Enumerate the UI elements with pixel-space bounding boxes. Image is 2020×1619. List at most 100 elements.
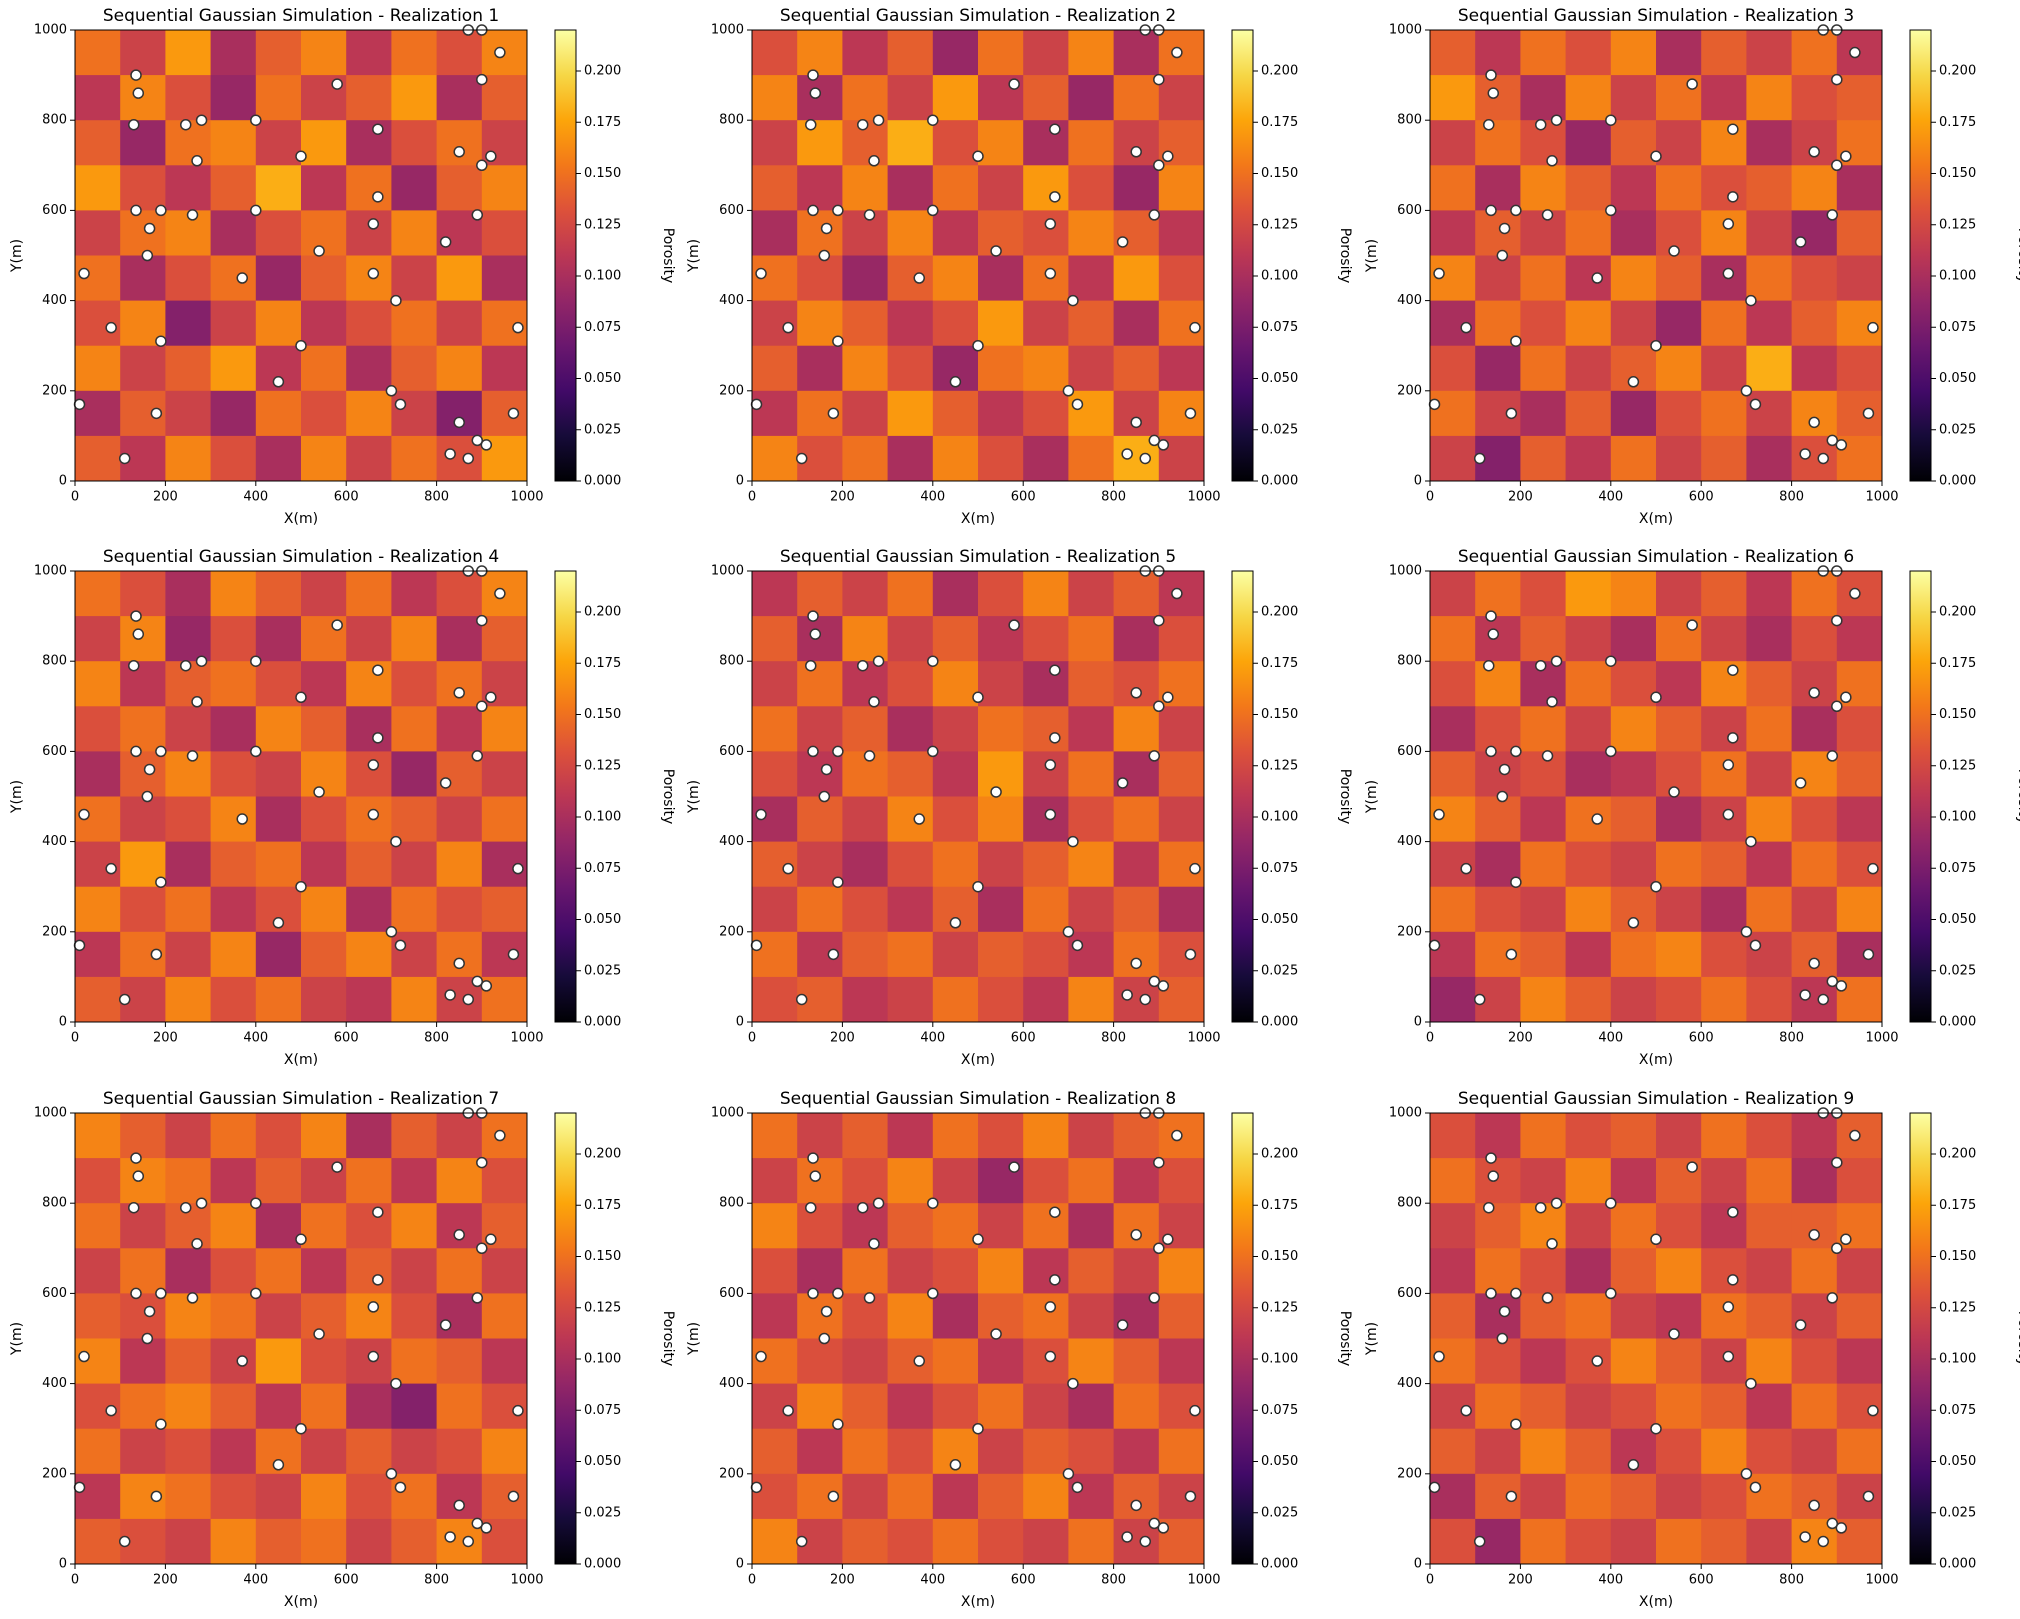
chart-title: Sequential Gaussian Simulation - Realiza… bbox=[780, 6, 1176, 26]
heat-cell bbox=[932, 661, 979, 707]
heat-cell bbox=[1836, 1248, 1883, 1294]
heat-cell bbox=[1656, 1428, 1702, 1475]
heat-cell bbox=[1430, 1473, 1476, 1520]
heat-cell bbox=[1520, 1473, 1567, 1520]
heat-cell bbox=[1520, 1248, 1567, 1294]
heat-cell bbox=[1565, 1518, 1612, 1565]
colorbar-tick-label: 0.050 bbox=[584, 912, 621, 927]
well-point bbox=[1485, 610, 1497, 622]
heat-cell bbox=[1565, 1203, 1612, 1249]
heat-cell bbox=[1068, 1113, 1115, 1159]
well-point bbox=[1862, 948, 1875, 961]
heat-cell bbox=[165, 841, 212, 888]
well-point bbox=[507, 1490, 520, 1503]
heat-cell bbox=[752, 435, 798, 482]
heat-cell bbox=[1475, 1293, 1521, 1339]
heat-cell bbox=[1565, 30, 1612, 76]
heat-cell bbox=[797, 255, 843, 302]
heat-cell bbox=[481, 931, 528, 978]
heat-cell bbox=[932, 165, 979, 211]
colorbar-tick-label: 0.200 bbox=[1939, 1147, 1976, 1162]
heat-cell bbox=[210, 706, 257, 752]
heat-cell bbox=[1113, 1428, 1160, 1475]
y-tick-label: 200 bbox=[1397, 383, 1422, 398]
well-point bbox=[820, 763, 833, 776]
heat-cell bbox=[1023, 1158, 1069, 1204]
heat-cell bbox=[1113, 1203, 1160, 1249]
heat-cell bbox=[887, 120, 934, 166]
colorbar-tick-label: 0.025 bbox=[584, 963, 621, 978]
heat-cell bbox=[481, 1473, 528, 1520]
heat-cell bbox=[752, 931, 798, 978]
heat-cell bbox=[1023, 165, 1069, 211]
well-point bbox=[818, 249, 831, 262]
heat-cell bbox=[1656, 1383, 1702, 1430]
heat-cell bbox=[210, 1428, 257, 1475]
heat-cell bbox=[1023, 1203, 1069, 1249]
y-tick-label: 600 bbox=[1397, 1286, 1422, 1301]
well-point bbox=[1727, 1206, 1739, 1218]
well-point bbox=[1862, 407, 1875, 420]
heat-cell bbox=[301, 435, 347, 482]
well-point bbox=[179, 118, 192, 131]
heat-cell bbox=[1791, 1383, 1838, 1430]
heat-cell bbox=[75, 1158, 121, 1204]
heat-cell bbox=[1113, 300, 1160, 347]
heat-cell bbox=[75, 435, 121, 482]
heat-cell bbox=[887, 300, 934, 347]
heat-cell bbox=[1610, 120, 1657, 166]
well-point bbox=[1044, 1301, 1057, 1313]
heat-cell bbox=[165, 796, 212, 843]
y-axis-label: Y(m) bbox=[686, 780, 702, 814]
heat-cell bbox=[887, 571, 934, 617]
heat-cell bbox=[1565, 1113, 1612, 1159]
well-point bbox=[476, 159, 488, 172]
chart-title: Sequential Gaussian Simulation - Realiza… bbox=[780, 547, 1176, 567]
well-point bbox=[755, 1350, 767, 1363]
well-point bbox=[439, 236, 452, 248]
heat-cell bbox=[887, 165, 934, 211]
heat-cell bbox=[797, 1203, 843, 1249]
heat-cell bbox=[1068, 796, 1115, 843]
x-tick-label: 400 bbox=[920, 1573, 945, 1588]
heat-cell bbox=[978, 1428, 1024, 1475]
y-tick-label: 200 bbox=[719, 924, 744, 939]
heat-cell bbox=[75, 1203, 121, 1249]
well-point bbox=[1044, 759, 1057, 771]
heat-cell bbox=[1701, 390, 1747, 437]
heat-cell bbox=[75, 931, 121, 978]
well-point bbox=[105, 321, 117, 334]
heat-cell bbox=[210, 1158, 257, 1204]
heat-cell bbox=[797, 706, 843, 752]
heat-cell bbox=[120, 255, 166, 302]
heat-cell bbox=[1475, 616, 1521, 662]
colorbar bbox=[1231, 1112, 1254, 1565]
heat-cell bbox=[391, 1383, 438, 1430]
heat-cell bbox=[887, 1383, 934, 1430]
colorbar-tick-label: 0.125 bbox=[1939, 217, 1976, 232]
colorbar-tick-label: 0.175 bbox=[584, 1198, 621, 1213]
heat-cell bbox=[1701, 210, 1747, 256]
chart-title: Sequential Gaussian Simulation - Realiza… bbox=[103, 547, 499, 567]
heat-cell bbox=[887, 1158, 934, 1204]
heat-cell bbox=[1520, 300, 1567, 347]
well-point bbox=[1485, 745, 1497, 758]
heat-cell bbox=[1610, 1473, 1657, 1520]
colorbar-tick-label: 0.075 bbox=[1939, 1403, 1976, 1418]
well-point bbox=[1826, 1292, 1839, 1304]
heat-cell bbox=[436, 1473, 483, 1520]
heat-cell bbox=[1656, 796, 1702, 843]
well-point bbox=[750, 398, 763, 411]
heat-cell bbox=[301, 345, 347, 392]
colorbar-tick-label: 0.075 bbox=[584, 1403, 621, 1418]
heat-cell bbox=[1158, 796, 1205, 843]
well-point bbox=[1485, 1287, 1497, 1300]
heat-cell bbox=[1746, 1338, 1793, 1385]
heat-cell bbox=[436, 165, 483, 211]
heat-cell bbox=[1836, 751, 1883, 797]
well-point bbox=[1487, 87, 1500, 99]
heat-cell bbox=[1610, 390, 1657, 437]
heat-cell bbox=[255, 1473, 302, 1520]
y-tick-label: 400 bbox=[42, 1376, 67, 1391]
heat-cell bbox=[436, 931, 483, 978]
